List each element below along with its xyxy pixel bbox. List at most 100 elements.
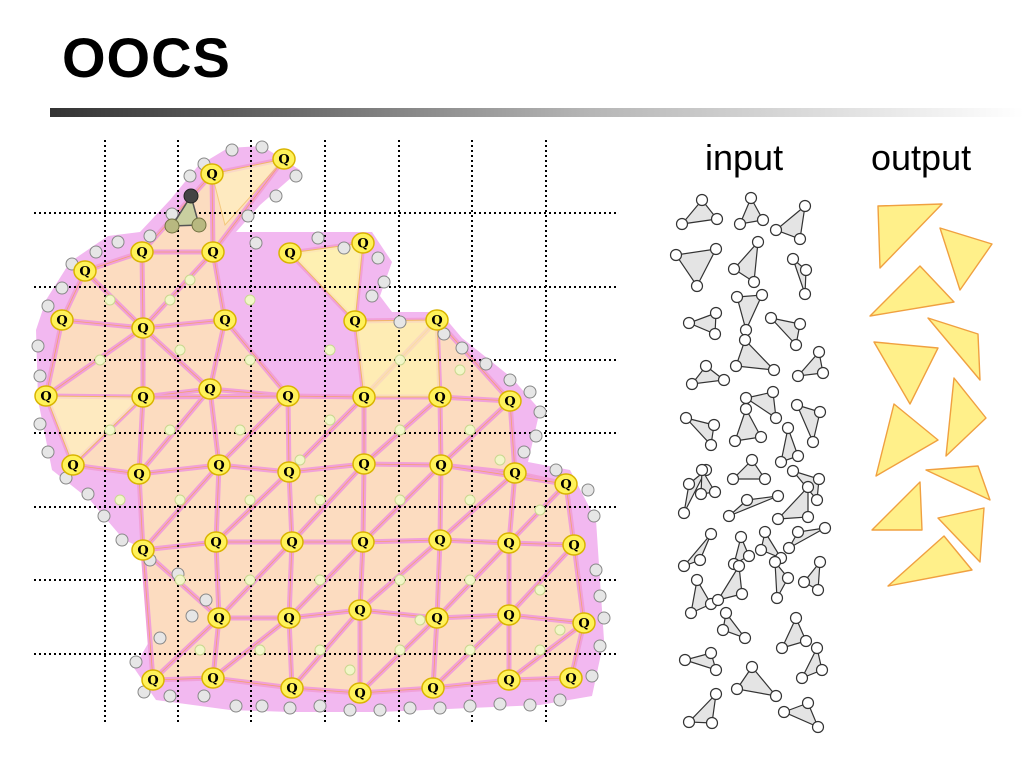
- input-triangle-vertex: [777, 705, 791, 719]
- mesh-edge-outline: [362, 463, 365, 543]
- input-triangle-vertex: [709, 306, 723, 320]
- input-triangle-vertex: [813, 555, 827, 569]
- boundary-vertex: [289, 169, 303, 183]
- mesh-edge-outline: [439, 396, 442, 466]
- interior-vertex: [324, 344, 336, 356]
- mesh-edge-outline: [291, 463, 365, 543]
- quantized-vertex: Q: [572, 612, 596, 634]
- input-triangle-face: [744, 391, 777, 420]
- quantized-vertex-label: Q: [568, 539, 579, 554]
- interior-vertex: [314, 574, 326, 586]
- input-triangle-vertex: [734, 530, 748, 544]
- mesh-small-vertices: [31, 140, 611, 717]
- input-triangle-vertex: [798, 199, 812, 213]
- interior-vertex: [464, 574, 476, 586]
- quantized-vertex-marker: [572, 612, 596, 634]
- interior-vertex: [344, 664, 356, 676]
- input-triangle-face: [733, 240, 759, 284]
- input-triangle-vertex: [704, 527, 718, 541]
- input-triangle-vertex: [782, 541, 796, 555]
- boundary-vertex: [163, 689, 177, 703]
- output-triangle: [875, 403, 939, 477]
- quantized-vertex-marker: [348, 599, 372, 621]
- quantized-vertex-marker: [213, 309, 237, 331]
- boundary-vertex: [593, 589, 607, 603]
- quantized-vertex-label: Q: [286, 536, 297, 551]
- input-triangle-vertex: [781, 571, 795, 585]
- quantized-vertex: Q: [277, 461, 301, 483]
- quantized-vertex-marker: [277, 461, 301, 483]
- input-triangle-vertex: [797, 575, 811, 589]
- quantized-vertex: Q: [352, 453, 376, 475]
- boundary-vertex: [33, 369, 47, 383]
- input-triangle-vertex: [744, 191, 758, 205]
- mesh-triangle: [143, 320, 225, 389]
- quantized-vertex: Q: [200, 163, 224, 185]
- boundary-vertex: [529, 429, 543, 443]
- input-triangle-vertex: [682, 477, 696, 491]
- input-triangle-vertex: [791, 369, 805, 383]
- input-triangle-vertex: [812, 472, 826, 486]
- input-triangle-vertex: [726, 472, 740, 486]
- quantized-vertex: Q: [276, 385, 300, 407]
- quantized-vertex-label: Q: [207, 246, 218, 261]
- input-triangle: [682, 687, 723, 730]
- mesh-edge-outline: [508, 472, 516, 544]
- input-triangle-vertex: [677, 506, 691, 520]
- quantized-vertex-marker: [278, 242, 302, 264]
- input-triangle-vertex: [677, 559, 691, 573]
- boundary-vertex: [581, 483, 595, 497]
- input-triangle-vertex: [781, 421, 795, 435]
- quantized-vertex-marker: [503, 462, 527, 484]
- quantized-vertex: Q: [497, 604, 521, 626]
- mesh-edge-outline: [141, 251, 144, 329]
- interior-vertex: [324, 414, 336, 426]
- input-triangle: [754, 525, 788, 565]
- mesh-edge-outline: [363, 463, 442, 466]
- input-triangle-vertex: [789, 338, 803, 352]
- interior-vertex: [164, 424, 176, 436]
- mesh-edge-outline: [45, 327, 144, 397]
- input-triangle: [722, 489, 785, 523]
- mesh-edge-outline: [45, 319, 63, 397]
- interior-vertex: [194, 644, 206, 656]
- quantized-vertex: Q: [130, 241, 154, 263]
- quantized-vertex-label: Q: [431, 612, 442, 627]
- boundary-vertex: [111, 235, 125, 249]
- quantized-vertex-label: Q: [434, 391, 445, 406]
- quantized-vertex-marker: [497, 532, 521, 554]
- mesh-edge-outline: [209, 319, 226, 390]
- quantized-vertex-label: Q: [133, 468, 144, 483]
- mesh-edge-outline: [291, 609, 361, 689]
- interior-vertex: [234, 424, 246, 436]
- quantized-vertex-label: Q: [286, 682, 297, 697]
- input-triangle: [679, 411, 721, 452]
- input-triangle-vertex: [695, 463, 709, 477]
- boundary-vertex: [229, 699, 243, 713]
- mesh-edge-outline: [212, 617, 290, 679]
- quantized-vertex: Q: [348, 682, 372, 704]
- input-triangle-vertex: [766, 385, 780, 399]
- quantized-vertex: Q: [352, 386, 376, 408]
- interior-vertex: [244, 294, 256, 306]
- quantized-vertex-label: Q: [357, 536, 368, 551]
- input-triangle-vertex: [793, 232, 807, 246]
- quantized-vertex-marker: [425, 607, 449, 629]
- input-triangle-vertex: [708, 327, 722, 341]
- input-triangle: [786, 252, 813, 301]
- input-triangle-vertex: [815, 663, 829, 677]
- mesh-edge-outline: [142, 327, 211, 390]
- input-triangle-face: [774, 560, 789, 601]
- input-triangle-vertex: [739, 391, 753, 405]
- input-triangle-face: [736, 294, 763, 332]
- boundary-vertex: [585, 669, 599, 683]
- interior-vertex: [464, 424, 476, 436]
- mesh-edge-outline: [359, 541, 364, 611]
- quantized-vertex: Q: [201, 667, 225, 689]
- quantized-vertex-label: Q: [67, 459, 78, 474]
- output-triangle: [945, 377, 987, 457]
- highlight-triangle: [288, 242, 364, 323]
- input-triangle-vertex: [732, 559, 746, 573]
- boundary-vertex: [371, 251, 385, 265]
- input-triangle-vertex: [679, 411, 693, 425]
